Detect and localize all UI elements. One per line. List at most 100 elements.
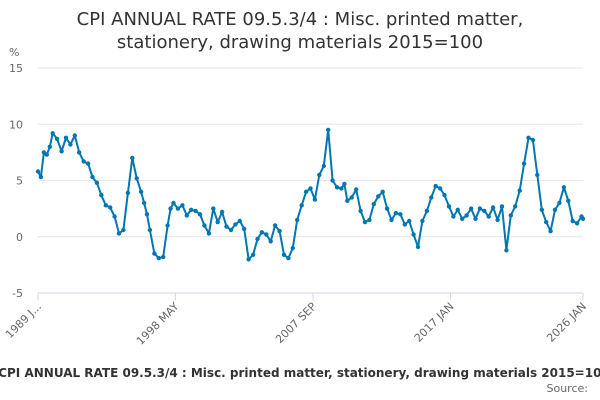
data-point — [180, 203, 185, 208]
data-point — [504, 248, 509, 253]
y-tick-label: 15 — [9, 62, 23, 75]
data-point — [303, 189, 309, 194]
data-point — [77, 150, 82, 155]
data-point — [72, 133, 78, 138]
data-point — [521, 161, 527, 166]
data-point — [125, 190, 131, 196]
data-point — [451, 214, 456, 219]
series-layer — [35, 127, 586, 262]
data-point — [482, 208, 487, 214]
data-point — [342, 181, 347, 187]
data-point — [237, 218, 242, 224]
data-point — [429, 195, 434, 200]
data-point — [460, 216, 465, 221]
y-tick-label: -5 — [12, 287, 23, 300]
data-point — [561, 185, 567, 190]
data-point — [147, 227, 153, 233]
data-point — [47, 144, 52, 149]
data-point — [354, 187, 359, 192]
data-point — [206, 231, 212, 236]
data-point — [407, 218, 412, 224]
data-point — [246, 257, 251, 262]
data-point — [477, 206, 483, 211]
data-point — [215, 219, 220, 225]
data-point — [121, 227, 126, 233]
data-point — [233, 222, 238, 227]
data-point — [197, 212, 203, 217]
data-point — [161, 254, 166, 260]
data-point — [286, 255, 291, 261]
data-point — [184, 213, 189, 218]
data-point — [141, 200, 147, 206]
chart-title-line-2: stationery, drawing materials 2015=100 — [116, 32, 484, 53]
data-point — [202, 223, 207, 228]
data-point — [442, 192, 447, 198]
data-point — [38, 174, 44, 180]
data-point — [156, 255, 161, 261]
data-point — [193, 208, 198, 214]
data-point — [54, 136, 60, 142]
footer-title: CPI ANNUAL RATE 09.5.3/4 : Misc. printed… — [0, 366, 600, 380]
data-point — [168, 206, 173, 211]
data-point — [552, 207, 558, 212]
data-point — [468, 206, 474, 211]
chart-title-line-1: CPI ANNUAL RATE 09.5.3/4 : Misc. printed… — [76, 9, 524, 30]
data-point — [85, 161, 91, 166]
data-point — [259, 230, 265, 235]
data-point — [44, 152, 49, 157]
data-point — [433, 183, 438, 189]
data-point — [272, 223, 278, 228]
data-point — [299, 203, 304, 208]
data-point — [574, 221, 580, 226]
data-point — [312, 197, 318, 202]
data-point — [402, 222, 407, 227]
data-point — [68, 142, 73, 147]
data-point — [345, 198, 350, 203]
axes: 15 10 5 0 -5% 1989 J... 1998 MAY 2007 SEP 2017 J… — [3, 46, 589, 348]
data-point — [539, 207, 544, 212]
data-point — [570, 218, 575, 224]
x-tick-label: 1998 MAY — [134, 300, 182, 348]
data-point — [358, 208, 363, 214]
data-point — [535, 172, 540, 178]
data-point — [130, 155, 135, 161]
data-point — [99, 192, 104, 198]
data-point — [513, 204, 518, 209]
data-point — [171, 200, 176, 206]
data-point — [228, 227, 234, 233]
data-point — [486, 214, 491, 219]
data-point — [165, 223, 170, 228]
data-point — [384, 206, 390, 211]
data-point — [380, 189, 385, 194]
data-point — [250, 252, 256, 257]
data-point — [281, 252, 287, 257]
data-point — [389, 217, 394, 223]
data-point — [548, 228, 553, 234]
data-point — [446, 204, 452, 209]
data-point — [398, 212, 403, 217]
data-point — [138, 189, 144, 194]
data-point — [211, 206, 216, 211]
data-point — [473, 216, 478, 221]
data-point — [152, 251, 157, 256]
data-point — [367, 217, 372, 223]
data-point — [219, 209, 225, 215]
chart-title: CPI ANNUAL RATE 09.5.3/4 : Misc. printed… — [0, 8, 600, 54]
data-point — [277, 228, 282, 234]
data-point — [242, 226, 247, 232]
data-point — [544, 219, 549, 225]
data-point — [108, 205, 113, 210]
data-point — [94, 180, 100, 185]
data-point — [35, 169, 41, 174]
data-point — [63, 135, 69, 140]
data-point — [393, 210, 399, 216]
data-point — [81, 159, 86, 164]
y-tick-label: 10 — [9, 118, 23, 131]
data-point — [437, 186, 443, 191]
data-point — [268, 239, 273, 244]
data-point — [134, 176, 139, 181]
data-point — [90, 174, 95, 180]
data-point — [455, 207, 460, 212]
data-point — [50, 131, 55, 136]
